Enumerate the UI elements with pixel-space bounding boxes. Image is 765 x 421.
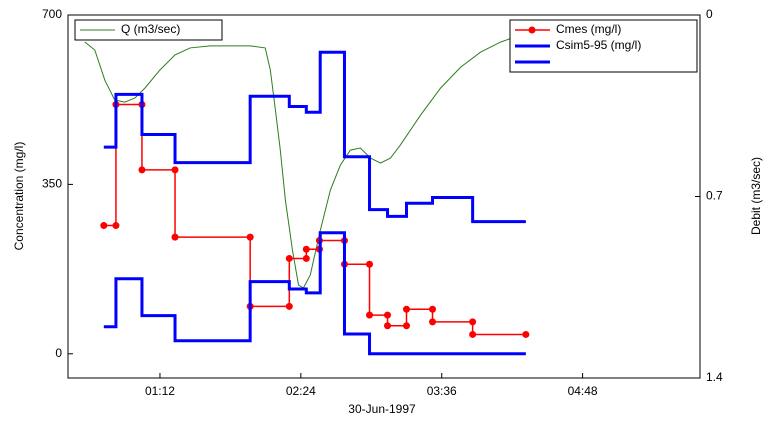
x-axis-label: 30-Jun-1997 <box>348 402 416 416</box>
y-tick-label: 0 <box>55 346 62 360</box>
data-point <box>469 330 477 338</box>
data-point <box>285 254 293 262</box>
data-point <box>302 245 310 253</box>
y-tick-label: 350 <box>42 177 62 191</box>
data-point <box>100 222 108 230</box>
y2-tick-label: 0.7 <box>706 189 723 203</box>
data-point <box>403 322 411 330</box>
data-point <box>302 254 310 262</box>
data-point <box>429 305 437 313</box>
series-line <box>103 103 526 336</box>
x-tick-label: 02:24 <box>286 384 316 398</box>
legend-label: Cmes (mg/l) <box>556 22 621 36</box>
data-point <box>429 318 437 326</box>
y-axis-label: Concentration (mg/l) <box>12 142 26 251</box>
legend-marker <box>528 26 536 34</box>
data-point <box>522 330 530 338</box>
data-point <box>171 166 179 174</box>
data-point <box>112 222 120 230</box>
x-tick-label: 01:12 <box>145 384 175 398</box>
y-tick-label: 700 <box>42 7 62 21</box>
series-line <box>103 231 526 356</box>
data-point <box>384 311 392 319</box>
series-line <box>103 50 526 224</box>
x-tick-label: 04:48 <box>568 384 598 398</box>
y2-tick-label: 1.4 <box>706 370 723 384</box>
legend-label: Csim5-95 (mg/l) <box>556 38 641 52</box>
data-point <box>366 311 374 319</box>
data-point <box>469 318 477 326</box>
legend-box <box>74 19 223 41</box>
legend-label: Q (m3/sec) <box>121 22 180 36</box>
data-point <box>138 166 146 174</box>
series-line <box>84 21 687 289</box>
data-point <box>171 233 179 241</box>
data-point <box>366 260 374 268</box>
y2-tick-label: 0 <box>706 7 713 21</box>
x-tick-label: 03:36 <box>427 384 457 398</box>
data-point <box>246 233 254 241</box>
data-point <box>285 302 293 310</box>
data-point <box>403 305 411 313</box>
y2-axis-label: Debit (m3/sec) <box>749 157 763 235</box>
data-point <box>384 322 392 330</box>
